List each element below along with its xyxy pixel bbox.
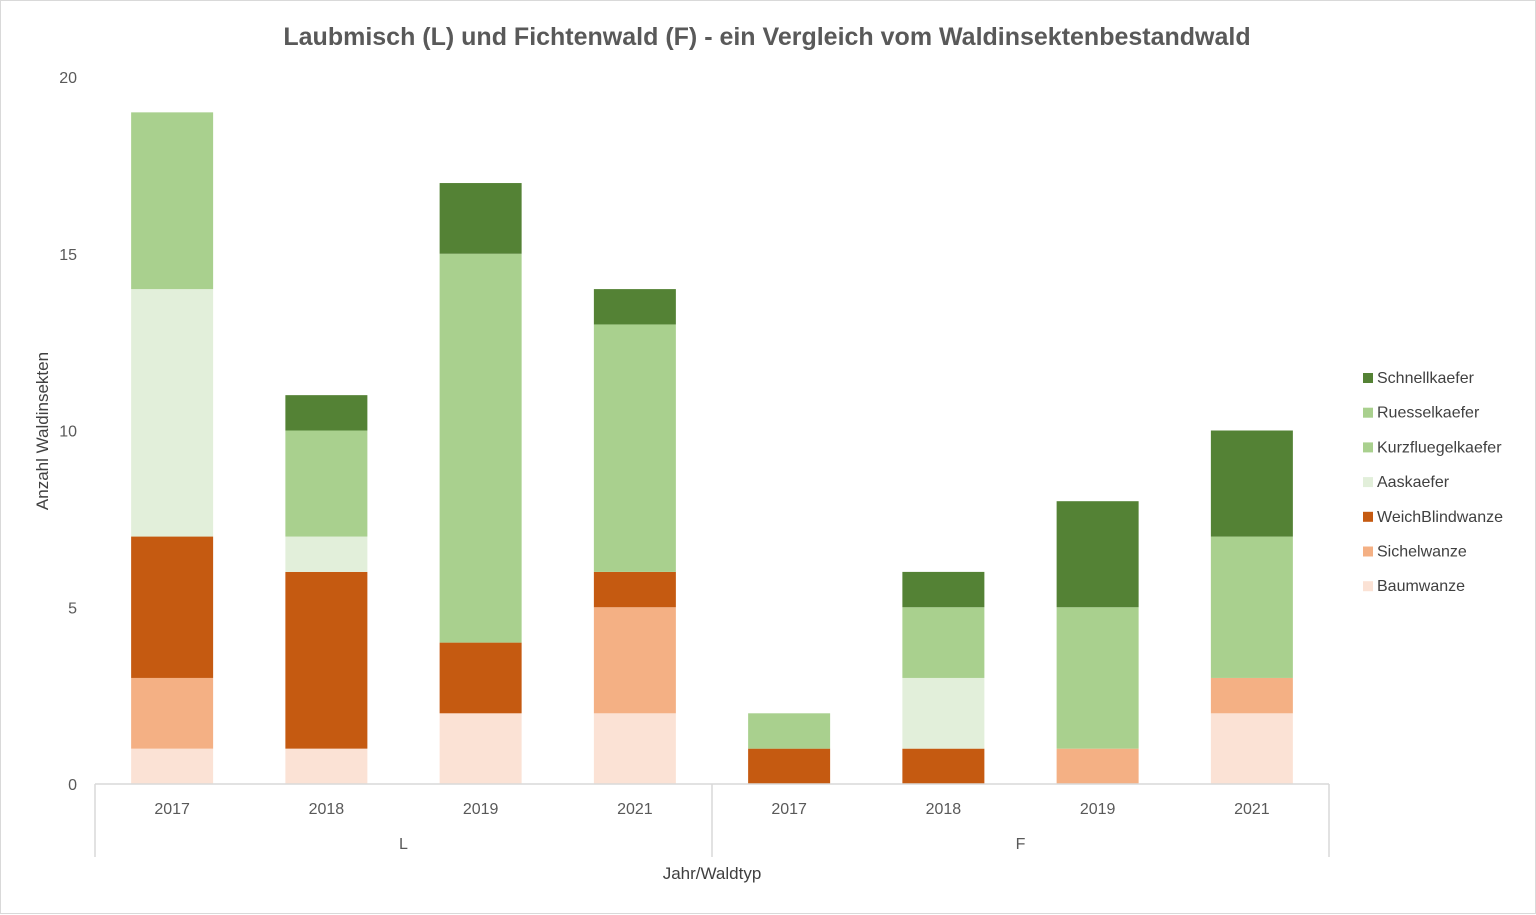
legend-label-kurzfluegelkaefer: Kurzfluegelkaefer (1377, 439, 1502, 456)
x-tick-label: 2021 (617, 801, 653, 818)
chart-title: Laubmisch (L) und Fichtenwald (F) - ein … (283, 23, 1250, 51)
x-group-label: F (1016, 836, 1026, 853)
x-tick-label: 2019 (1080, 801, 1116, 818)
y-tick-label: 5 (68, 600, 77, 617)
legend-label-baumwanze: Baumwanze (1377, 578, 1465, 595)
bar-segment-kurzfluegelkaefer (1210, 536, 1293, 678)
y-tick-label: 15 (59, 247, 77, 264)
bar-segment-kurzfluegelkaefer (131, 112, 214, 290)
y-tick-label: 10 (59, 424, 77, 441)
x-axis: 2017 2018 2019 2021 L 2017 2018 2019 2021 F (94, 783, 1330, 857)
x-tick-label: 2017 (771, 801, 807, 818)
bar-segment-baumwanze (439, 713, 522, 784)
bar-segment-aaskaefer (131, 289, 214, 537)
legend-swatch-baumwanze (1363, 581, 1373, 592)
bar-segment-aaskaefer (902, 677, 985, 749)
legend-swatch-ruesselkaefer (1363, 407, 1373, 418)
bar-segment-baumwanze (285, 748, 368, 784)
x-axis-label: Jahr/Waldtyp (663, 864, 762, 883)
bar-segment-baumwanze (1210, 713, 1293, 784)
bar-segment-sichelwanze (1056, 748, 1139, 784)
legend-label-aaskaefer: Aaskaefer (1377, 474, 1450, 491)
legend-label-ruesselkaefer: Ruesselkaefer (1377, 405, 1480, 422)
bar-segment-kurzfluegelkaefer (439, 253, 522, 643)
bar-segment-kurzfluegelkaefer (748, 713, 831, 749)
bar-segment-schnellkaefer (593, 289, 676, 325)
bar-segment-schnellkaefer (1056, 501, 1139, 608)
y-axis-ticks: 0 5 10 15 20 (59, 70, 77, 794)
bar-segment-schnellkaefer (1210, 430, 1293, 537)
legend-label-schnellkaefer: Schnellkaefer (1377, 370, 1475, 387)
bar-segment-baumwanze (131, 748, 214, 784)
x-tick-label: 2019 (463, 801, 499, 818)
legend-swatch-sichelwanze (1363, 546, 1373, 557)
bar-segment-kurzfluegelkaefer (1056, 607, 1139, 749)
x-tick-label: 2018 (926, 801, 962, 818)
bar-segment-weichblindwanze (902, 748, 985, 784)
legend-swatch-weichblindwanze (1363, 511, 1373, 522)
legend-label-sichelwanze: Sichelwanze (1377, 544, 1467, 561)
bar-segment-sichelwanze (1210, 677, 1293, 714)
bars (131, 112, 1293, 784)
bar-segment-weichblindwanze (593, 571, 676, 608)
legend: Schnellkaefer Ruesselkaefer Kurzfluegelkae… (1363, 370, 1503, 595)
legend-label-weichblindwanze: WeichBlindwanze (1377, 509, 1503, 526)
legend-swatch-kurzfluegelkaefer (1363, 442, 1373, 453)
bar-segment-weichblindwanze (748, 748, 831, 784)
legend-swatch-schnellkaefer (1363, 373, 1373, 383)
bar-segment-weichblindwanze (439, 642, 522, 714)
y-tick-label: 0 (68, 777, 77, 794)
bar-segment-kurzfluegelkaefer (593, 324, 676, 572)
x-tick-label: 2021 (1234, 801, 1270, 818)
bar-segment-weichblindwanze (285, 571, 368, 749)
y-tick-label: 20 (59, 70, 77, 87)
legend-swatch-aaskaefer (1363, 477, 1373, 488)
x-tick-label: 2017 (154, 801, 190, 818)
bar-segment-sichelwanze (131, 677, 214, 749)
bar-segment-baumwanze (593, 713, 676, 784)
bar-segment-weichblindwanze (131, 536, 214, 678)
bar-segment-kurzfluegelkaefer (902, 607, 985, 678)
bar-segment-schnellkaefer (439, 183, 522, 254)
x-tick-label: 2018 (309, 801, 345, 818)
x-group-label: L (399, 836, 408, 853)
bar-segment-aaskaefer (285, 536, 368, 572)
bar-segment-ruesselkaefer (285, 430, 368, 537)
bar-segment-sichelwanze (593, 607, 676, 714)
bar-segment-schnellkaefer (285, 395, 368, 431)
bar-segment-schnellkaefer (902, 571, 985, 608)
y-axis-label: Anzahl Waldinsekten (33, 352, 52, 510)
